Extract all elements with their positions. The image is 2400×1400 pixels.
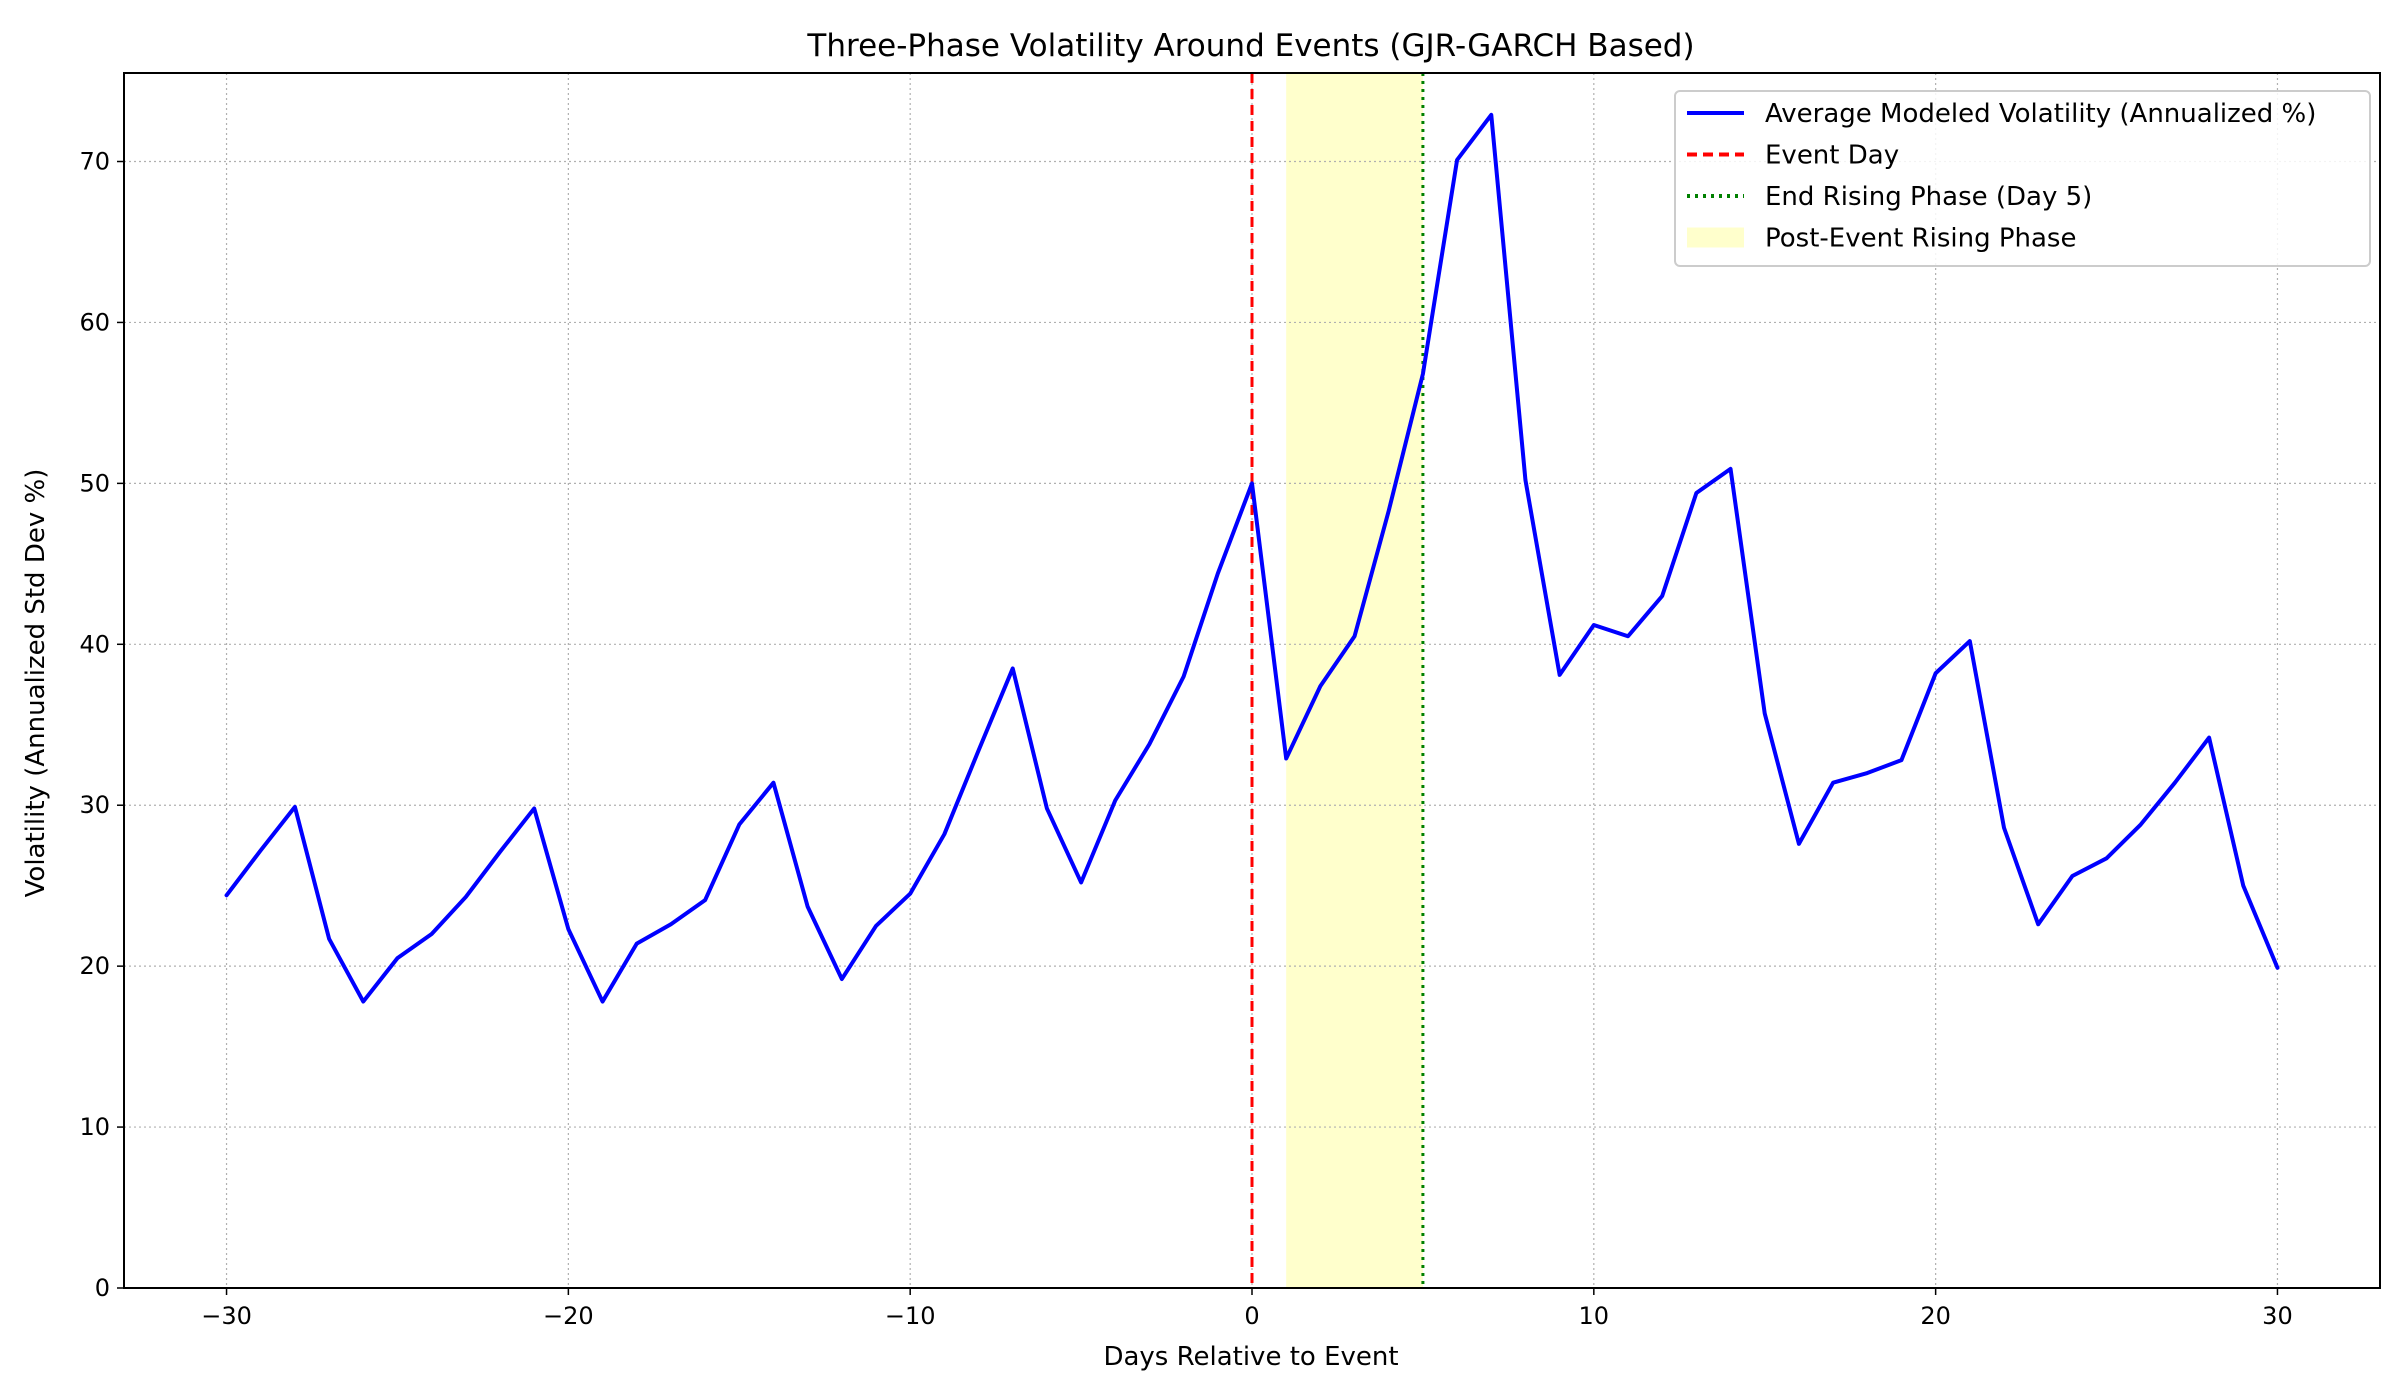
legend-label: Event Day [1765,141,1899,171]
legend-entry-volatility: Average Modeled Volatility (Annualized %… [1687,99,2316,129]
shaded-regions [1286,73,1423,1288]
y-tick-label: 30 [79,791,110,819]
y-tick-label: 70 [79,148,110,176]
x-axis-label: Days Relative to Event [1103,1342,1398,1372]
legend-entry-event-day: Event Day [1687,141,1899,171]
legend-label: End Rising Phase (Day 5) [1765,182,2092,212]
legend-box [1674,90,2371,267]
y-axis-ticks: 0 10 20 30 40 50 60 70 [79,148,124,1302]
series-line-average-modeled-volatility [224,112,2280,1004]
y-axis-label: Volatility (Annualized Std Dev %) [21,469,51,898]
x-tick-label: 20 [1920,1302,1951,1330]
legend-label: Post-Event Rising Phase [1765,224,2076,254]
shaded-region-post-event-rising-phase [1286,73,1423,1288]
x-tick-label: 10 [1579,1302,1610,1330]
x-tick-label: −20 [543,1302,594,1330]
legend-entry-end-rising-phase: End Rising Phase (Day 5) [1687,182,2092,212]
x-tick-label: 30 [2262,1302,2293,1330]
legend-label: Average Modeled Volatility (Annualized %… [1765,99,2316,129]
y-tick-label: 20 [79,952,110,980]
x-tick-label: −10 [885,1302,936,1330]
y-tick-label: 0 [95,1274,110,1302]
y-tick-label: 60 [79,308,110,336]
legend-entry-rising-phase: Post-Event Rising Phase [1687,224,2076,254]
y-tick-label: 40 [79,630,110,658]
reference-lines [1250,73,1425,1288]
legend-patch [1687,227,1744,248]
grid [124,73,2380,1288]
y-tick-label: 10 [79,1113,110,1141]
x-axis-ticks: −30 −20 −10 0 10 20 30 [201,1288,2293,1330]
x-tick-label: 0 [1244,1302,1259,1330]
y-tick-label: 50 [79,469,110,497]
legend: Average Modeled Volatility (Annualized %… [1674,90,2371,267]
x-tick-label: −30 [201,1302,252,1330]
series-lines [224,112,2280,1004]
chart-title: Three-Phase Volatility Around Events (GJ… [806,28,1694,64]
